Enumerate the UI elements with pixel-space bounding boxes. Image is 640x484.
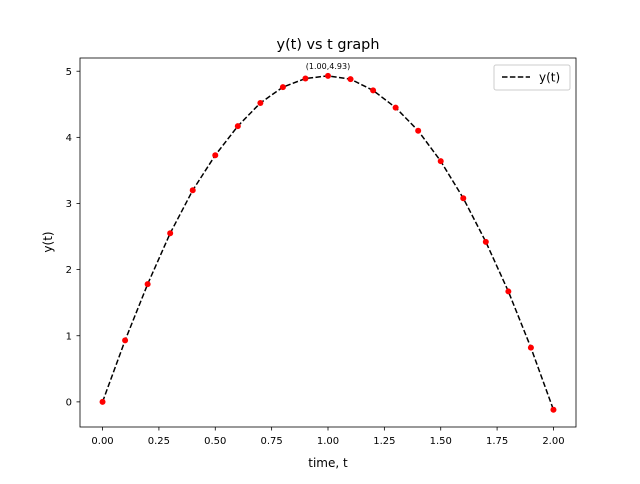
data-point [527, 344, 534, 351]
y-tick-label: 5 [66, 67, 72, 78]
data-point [234, 123, 241, 130]
data-point [370, 87, 377, 94]
data-point [347, 76, 354, 83]
x-axis-ticks: 0.00 0.25 0.50 0.75 1.00 1.25 1.50 1.75 2.00 [91, 427, 565, 447]
x-tick-label: 1.25 [373, 436, 395, 447]
y-tick-label: 1 [66, 331, 72, 342]
data-point [212, 152, 219, 159]
legend-box [493, 64, 571, 91]
x-tick-label: 1.50 [430, 436, 452, 447]
x-tick-label: 0.25 [148, 436, 170, 447]
data-point [325, 72, 331, 79]
data-point [167, 230, 174, 237]
y-tick-label: 3 [66, 199, 72, 210]
data-point [482, 238, 489, 245]
chart-title: y(t) vs t graph [277, 37, 380, 53]
x-tick-label: 0.00 [91, 436, 113, 447]
data-point [392, 104, 399, 111]
y-tick-label: 4 [66, 133, 72, 144]
y-tick-label: 2 [66, 265, 72, 276]
annotations: (1.00,4.93) [306, 62, 350, 71]
data-point [279, 84, 286, 91]
legend-label-y-t: y(t) [539, 71, 560, 85]
data-point [550, 406, 557, 413]
x-tick-label: 0.50 [204, 436, 226, 447]
y-axis-label: y(t) [41, 231, 55, 252]
x-tick-label: 2.00 [542, 436, 564, 447]
legend: y(t) [493, 64, 571, 91]
data-point [505, 288, 512, 295]
x-tick-label: 0.75 [261, 436, 283, 447]
data-point [99, 398, 106, 405]
plot-marks [99, 72, 557, 413]
y-axis-ticks: 0 1 2 3 4 5 [66, 67, 80, 408]
data-point [144, 281, 151, 288]
x-axis-label: time, t [308, 456, 348, 470]
data-point [122, 337, 129, 344]
data-point [437, 158, 444, 165]
x-tick-label: 1.75 [486, 436, 508, 447]
data-point [189, 187, 196, 194]
data-point [415, 127, 422, 134]
x-tick-label: 1.00 [317, 436, 339, 447]
peak-annotation: (1.00,4.93) [306, 62, 350, 71]
data-point [460, 195, 467, 202]
data-point [302, 75, 309, 82]
y-tick-label: 0 [66, 397, 72, 408]
data-point [257, 99, 264, 106]
